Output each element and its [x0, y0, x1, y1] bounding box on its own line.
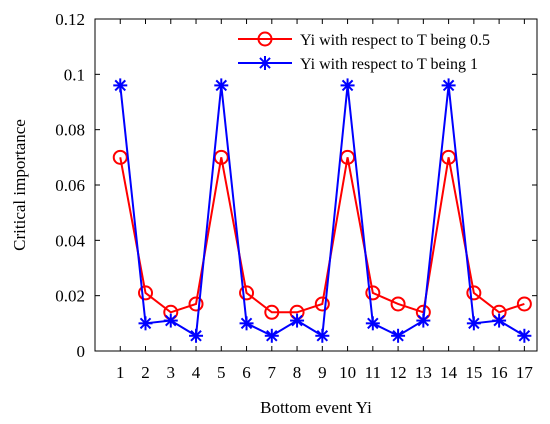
y-tick-label: 0.1: [64, 65, 85, 84]
marker-stroke: [139, 317, 152, 330]
x-tick-label: 16: [491, 363, 508, 382]
x-tick-label: 5: [217, 363, 226, 382]
legend-marker: [258, 56, 272, 70]
data-point: [466, 285, 482, 301]
data-point: [416, 313, 431, 328]
x-tick-label: 10: [339, 363, 356, 382]
data-point: [138, 285, 154, 301]
x-tick-label: 2: [141, 363, 150, 382]
marker-stroke: [442, 79, 455, 92]
data-point: [516, 296, 532, 312]
marker-stroke: [165, 314, 177, 327]
x-tick-label: 7: [268, 363, 277, 382]
marker-stroke: [190, 330, 202, 342]
data-point: [492, 313, 507, 328]
marker-stroke: [240, 317, 253, 330]
y-tick-label: 0.12: [55, 10, 85, 29]
marker-stroke: [493, 314, 505, 327]
data-point: [391, 328, 406, 343]
marker-stroke: [367, 317, 379, 330]
data-point: [188, 296, 204, 312]
marker-stroke: [316, 330, 329, 342]
data-point: [189, 328, 204, 343]
y-tick-label: 0.02: [55, 287, 85, 306]
marker-stroke: [114, 79, 127, 92]
data-point: [441, 78, 456, 93]
y-tick-label: 0.04: [55, 231, 85, 250]
data-point: [340, 78, 355, 93]
legend-entry: Yi with respect to T being 1: [300, 56, 478, 73]
marker-stroke: [468, 317, 480, 330]
series-layer: [112, 78, 532, 343]
x-tick-label: 14: [440, 363, 458, 382]
series-2: [113, 78, 532, 343]
y-tick-label: 0.06: [55, 176, 85, 195]
marker-stroke: [266, 330, 278, 342]
data-point: [264, 304, 280, 320]
x-tick-label: 3: [167, 363, 176, 382]
y-tick-label: 0: [77, 342, 86, 361]
legend-entry: Yi with respect to T being 0.5: [300, 32, 490, 49]
data-point: [112, 149, 128, 165]
data-point: [466, 316, 481, 331]
data-point: [290, 313, 305, 328]
y-axis-label: Critical importance: [10, 119, 29, 251]
x-tick-label: 12: [390, 363, 407, 382]
legend: Yi with respect to T being 0.5 Yi with re…: [238, 31, 490, 73]
y-tick-label: 0.08: [55, 121, 85, 140]
x-tick-label: 6: [242, 363, 251, 382]
x-tick-label: 9: [318, 363, 327, 382]
data-point: [138, 316, 153, 331]
marker-stroke: [392, 330, 404, 342]
marker-stroke: [417, 314, 430, 327]
x-tick-label: 4: [192, 363, 201, 382]
data-point: [441, 149, 457, 165]
x-axis-label: Bottom event Yi: [260, 398, 372, 417]
data-point: [314, 296, 330, 312]
data-point: [315, 328, 330, 343]
marker-stroke: [341, 79, 354, 92]
x-tick-label: 13: [415, 363, 432, 382]
marker-stroke: [291, 314, 303, 327]
series-line: [119, 157, 525, 314]
marker-stroke: [259, 57, 271, 69]
marker-stroke: [518, 330, 531, 342]
data-point: [239, 285, 255, 301]
x-tick-label: 15: [465, 363, 482, 382]
x-tick-label: 11: [365, 363, 381, 382]
data-point: [214, 78, 229, 93]
marker-stroke: [215, 79, 228, 92]
x-tick-label: 17: [516, 363, 534, 382]
data-point: [390, 296, 406, 312]
data-point: [365, 316, 380, 331]
data-point: [264, 328, 279, 343]
legend-marker: [257, 31, 273, 47]
data-point: [517, 328, 532, 343]
data-point: [163, 313, 178, 328]
x-tick-label: 1: [116, 363, 125, 382]
data-point: [365, 285, 381, 301]
x-tick-label: 8: [293, 363, 302, 382]
data-point: [239, 316, 254, 331]
series-1: [112, 149, 532, 320]
data-point: [113, 78, 128, 93]
axes: 00.020.040.060.080.10.121 2 3 4 5 6 7 8 9 10 11 12 1…: [55, 10, 538, 382]
